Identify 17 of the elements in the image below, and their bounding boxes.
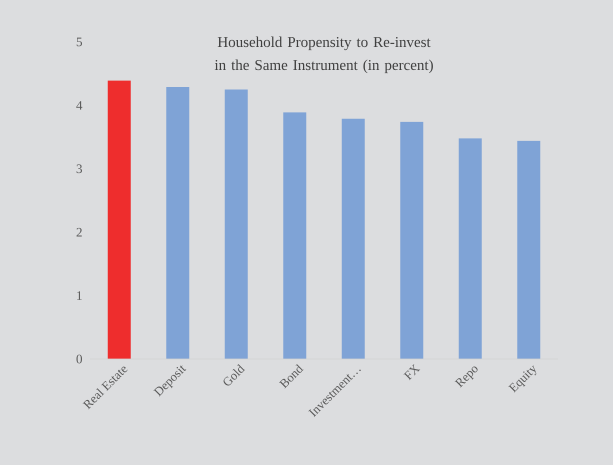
y-tick-label: 4 [76,101,82,110]
bar [517,140,540,359]
bar [400,122,424,359]
x-tick-label: Repo [454,366,478,388]
bar [224,90,248,359]
bar [166,87,190,359]
y-tick-label: 3 [76,164,82,174]
y-tick-label: 5 [76,38,82,46]
bar [458,138,482,359]
bar [283,112,306,359]
bar [108,80,131,359]
bar [342,118,365,359]
y-tick-label: 0 [76,354,82,364]
y-tick-label: 2 [76,228,82,236]
y-tick-label: 1 [77,291,82,300]
x-tick-label: FX [404,364,420,380]
chart-title: Household Propensity to Re-invest in the Same Instrument (in percent) [214,36,433,74]
